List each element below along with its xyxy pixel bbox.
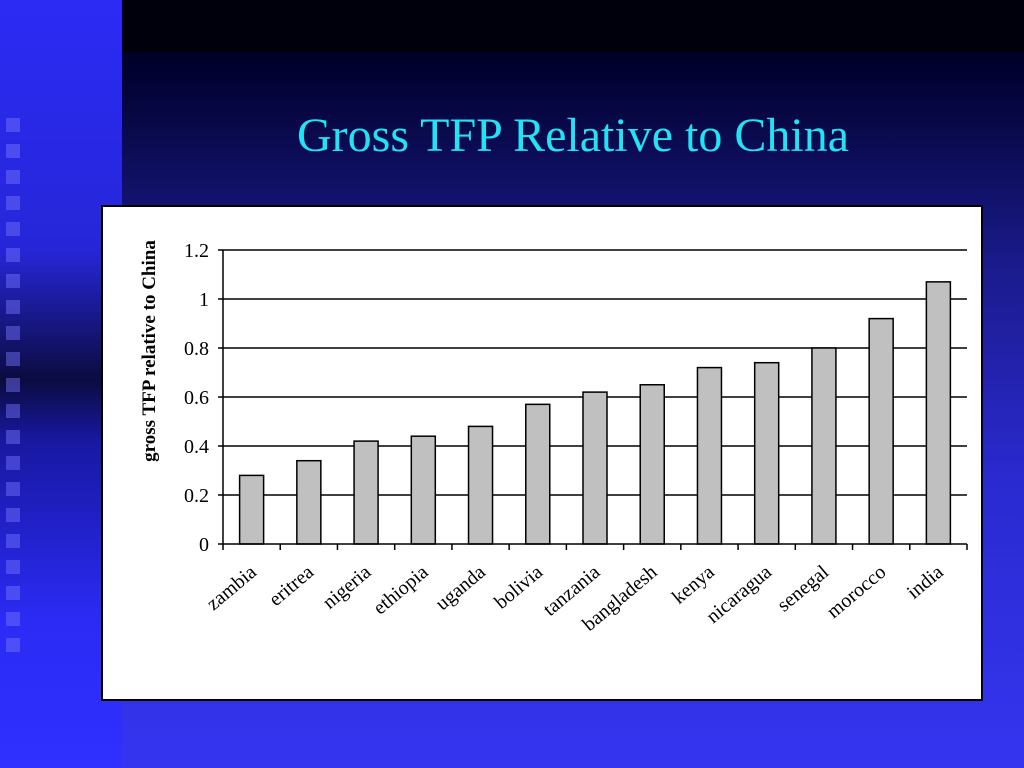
x-tick-label: nigeria bbox=[319, 561, 376, 614]
decorative-square bbox=[6, 144, 20, 158]
x-tick-label: ethiopia bbox=[369, 561, 433, 619]
x-tick-label: kenya bbox=[668, 561, 719, 609]
decorative-square bbox=[6, 196, 20, 210]
decorative-square bbox=[6, 612, 20, 626]
x-tick-label: uganda bbox=[431, 561, 489, 615]
decorative-square bbox=[6, 300, 20, 314]
axes bbox=[218, 249, 968, 550]
decorative-squares bbox=[6, 118, 28, 678]
y-tick-label: 0.8 bbox=[184, 338, 209, 360]
decorative-square bbox=[6, 248, 20, 262]
decorative-square bbox=[6, 404, 20, 418]
chart-panel: gross TFP relative to China 0 0.2 0.4 0.6 0.… bbox=[101, 205, 983, 701]
x-tick-label: india bbox=[903, 561, 948, 604]
decorative-square bbox=[6, 326, 20, 340]
top-band bbox=[122, 0, 1024, 52]
decorative-square bbox=[6, 638, 20, 652]
decorative-square bbox=[6, 482, 20, 496]
bar-bolivia bbox=[525, 403, 551, 545]
y-axis-label: gross TFP relative to China bbox=[139, 240, 160, 462]
bar-bangladesh bbox=[639, 384, 665, 545]
bar-ethiopia bbox=[410, 435, 437, 545]
y-tick-label: 0.4 bbox=[184, 436, 209, 458]
x-tick-label: morocco bbox=[823, 561, 891, 623]
decorative-square bbox=[6, 274, 20, 288]
bar-nicaragua bbox=[753, 361, 780, 545]
y-tick-label: 0.2 bbox=[184, 485, 209, 507]
bars bbox=[238, 281, 952, 545]
decorative-square bbox=[6, 560, 20, 574]
x-tick-label: nicaragua bbox=[702, 561, 776, 628]
y-tick-labels: 0 0.2 0.4 0.6 0.8 1 1.2 bbox=[184, 240, 209, 556]
bar-morocco bbox=[868, 317, 894, 545]
bar-uganda bbox=[467, 425, 494, 545]
bar-india bbox=[925, 281, 952, 545]
decorative-square bbox=[6, 352, 20, 366]
decorative-square bbox=[6, 378, 20, 392]
bar-tanzania bbox=[582, 391, 608, 545]
bar-senegal bbox=[811, 347, 837, 545]
bar-chart: gross TFP relative to China 0 0.2 0.4 0.6 0.… bbox=[139, 240, 968, 636]
decorative-square bbox=[6, 430, 20, 444]
y-tick-label: 0 bbox=[199, 534, 209, 556]
x-tick-label: bolivia bbox=[490, 561, 547, 614]
decorative-square bbox=[6, 456, 20, 470]
decorative-square bbox=[6, 508, 20, 522]
slide-title: Gross TFP Relative to China bbox=[297, 109, 849, 162]
bar-eritrea bbox=[296, 459, 322, 545]
decorative-square bbox=[6, 118, 20, 132]
decorative-square bbox=[6, 222, 20, 236]
y-tick-label: 0.6 bbox=[184, 387, 209, 409]
decorative-square bbox=[6, 534, 20, 548]
bar-kenya bbox=[696, 366, 723, 545]
y-tick-label: 1.2 bbox=[184, 240, 209, 262]
bar-zambia bbox=[238, 474, 265, 545]
decorative-square bbox=[6, 586, 20, 600]
x-tick-label: eritrea bbox=[265, 561, 318, 611]
x-tick-label: zambia bbox=[202, 561, 260, 615]
y-tick-label: 1 bbox=[199, 289, 209, 311]
bar-nigeria bbox=[353, 440, 379, 545]
decorative-square bbox=[6, 170, 20, 184]
